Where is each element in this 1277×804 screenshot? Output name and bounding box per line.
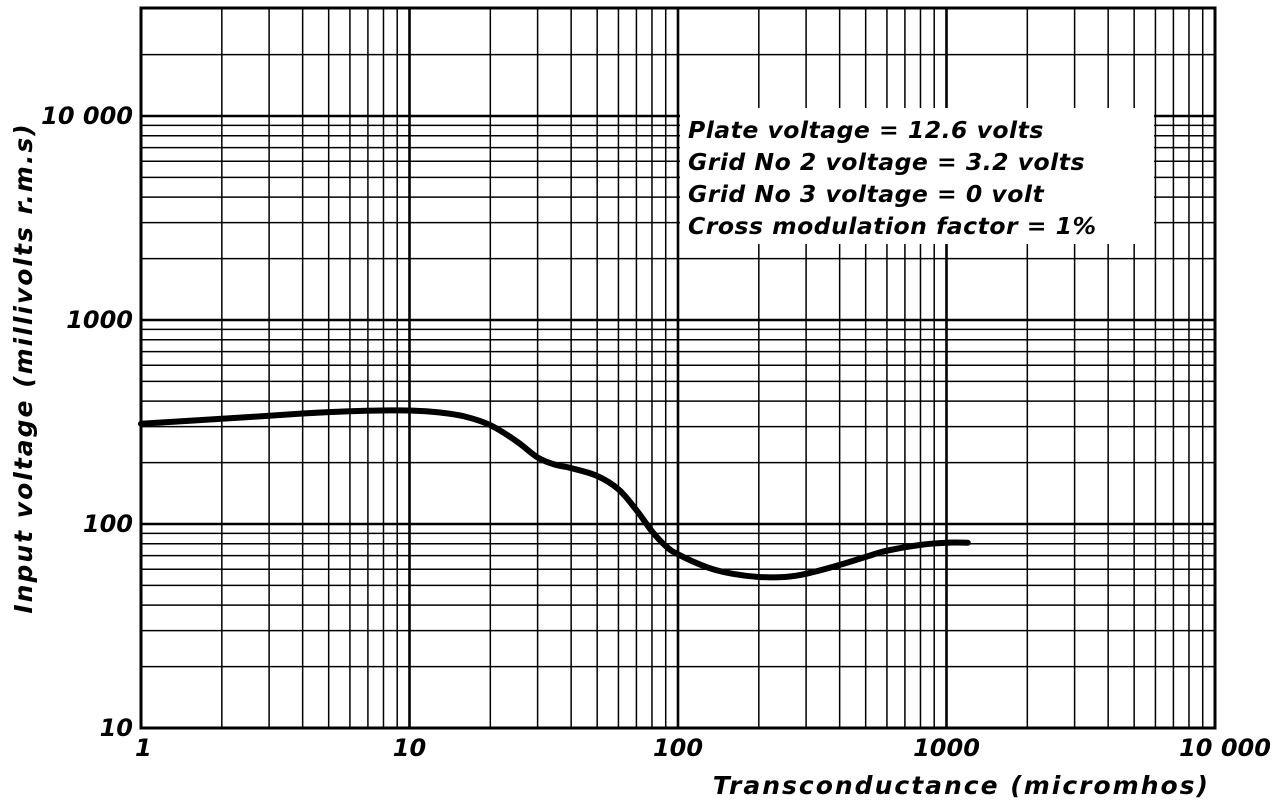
y-tick-label: 100 bbox=[83, 510, 133, 538]
annotation-line-4: Cross modulation factor = 1% bbox=[688, 212, 1097, 240]
y-tick-labels: 10 100 1000 10 000 bbox=[41, 102, 133, 742]
y-tick-label: 1000 bbox=[66, 306, 133, 334]
annotation-line-3: Grid No 3 voltage = 0 volt bbox=[688, 180, 1044, 208]
x-tick-labels: 1 10 100 1000 10 000 bbox=[135, 734, 1271, 762]
x-tick-label: 100 bbox=[653, 734, 703, 762]
x-tick-label: 10 bbox=[393, 734, 426, 762]
x-tick-label: 10 000 bbox=[1179, 734, 1271, 762]
annotation-line-1: Plate voltage = 12.6 volts bbox=[688, 116, 1044, 144]
x-axis-label: Transconductance (micromhos) bbox=[713, 771, 1210, 800]
annotation-box-background bbox=[680, 108, 1154, 244]
plot-border bbox=[139, 6, 1217, 730]
input-voltage-curve bbox=[138, 407, 971, 581]
x-tick-label: 1 bbox=[135, 734, 152, 762]
annotation-line-2: Grid No 2 voltage = 3.2 volts bbox=[688, 148, 1085, 176]
x-tick-label: 1000 bbox=[913, 734, 980, 762]
y-tick-label: 10 bbox=[100, 714, 133, 742]
y-tick-label: 10 000 bbox=[41, 102, 133, 130]
annotation-box: Plate voltage = 12.6 volts Grid No 2 vol… bbox=[680, 108, 1154, 244]
y-axis-label: Input voltage (millivolts r.m.s) bbox=[9, 122, 38, 613]
